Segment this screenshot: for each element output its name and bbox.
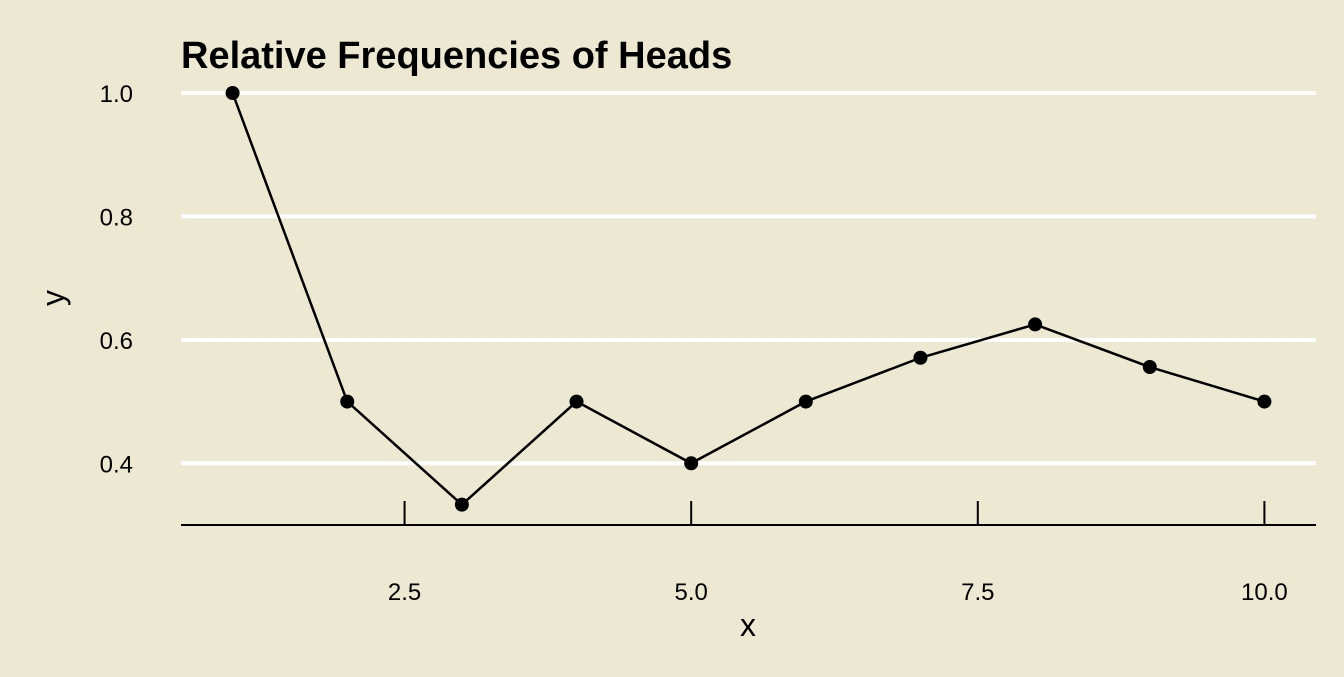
- data-point: [684, 456, 699, 471]
- data-point: [1028, 317, 1043, 332]
- x-axis-tick-labels: 2.5 5.0 7.5 10.0: [388, 579, 1288, 606]
- x-tick-label: 7.5: [961, 579, 994, 606]
- x-axis-label: x: [740, 607, 756, 643]
- data-point: [454, 497, 469, 512]
- chart-title: Relative Frequencies of Heads: [181, 35, 732, 77]
- x-tick-label: 5.0: [674, 579, 707, 606]
- data-point: [1257, 394, 1272, 409]
- y-axis-tick-labels: 0.4 0.6 0.8 1.0: [100, 81, 133, 478]
- data-point: [340, 394, 355, 409]
- data-point: [913, 350, 928, 365]
- data-point: [569, 394, 584, 409]
- gridlines: [181, 91, 1316, 466]
- y-tick-label: 0.8: [100, 204, 133, 231]
- x-axis: [181, 501, 1316, 526]
- data-point: [798, 394, 813, 409]
- x-tick-label: 10.0: [1241, 579, 1288, 606]
- series-line: [231, 92, 1265, 507]
- series: [225, 86, 1272, 512]
- y-axis-label: y: [35, 290, 71, 306]
- data-point: [1142, 360, 1157, 375]
- y-tick-label: 1.0: [100, 81, 133, 108]
- x-tick-label: 2.5: [388, 579, 421, 606]
- data-point: [225, 86, 240, 100]
- y-tick-label: 0.4: [100, 451, 133, 478]
- y-tick-label: 0.6: [100, 328, 133, 355]
